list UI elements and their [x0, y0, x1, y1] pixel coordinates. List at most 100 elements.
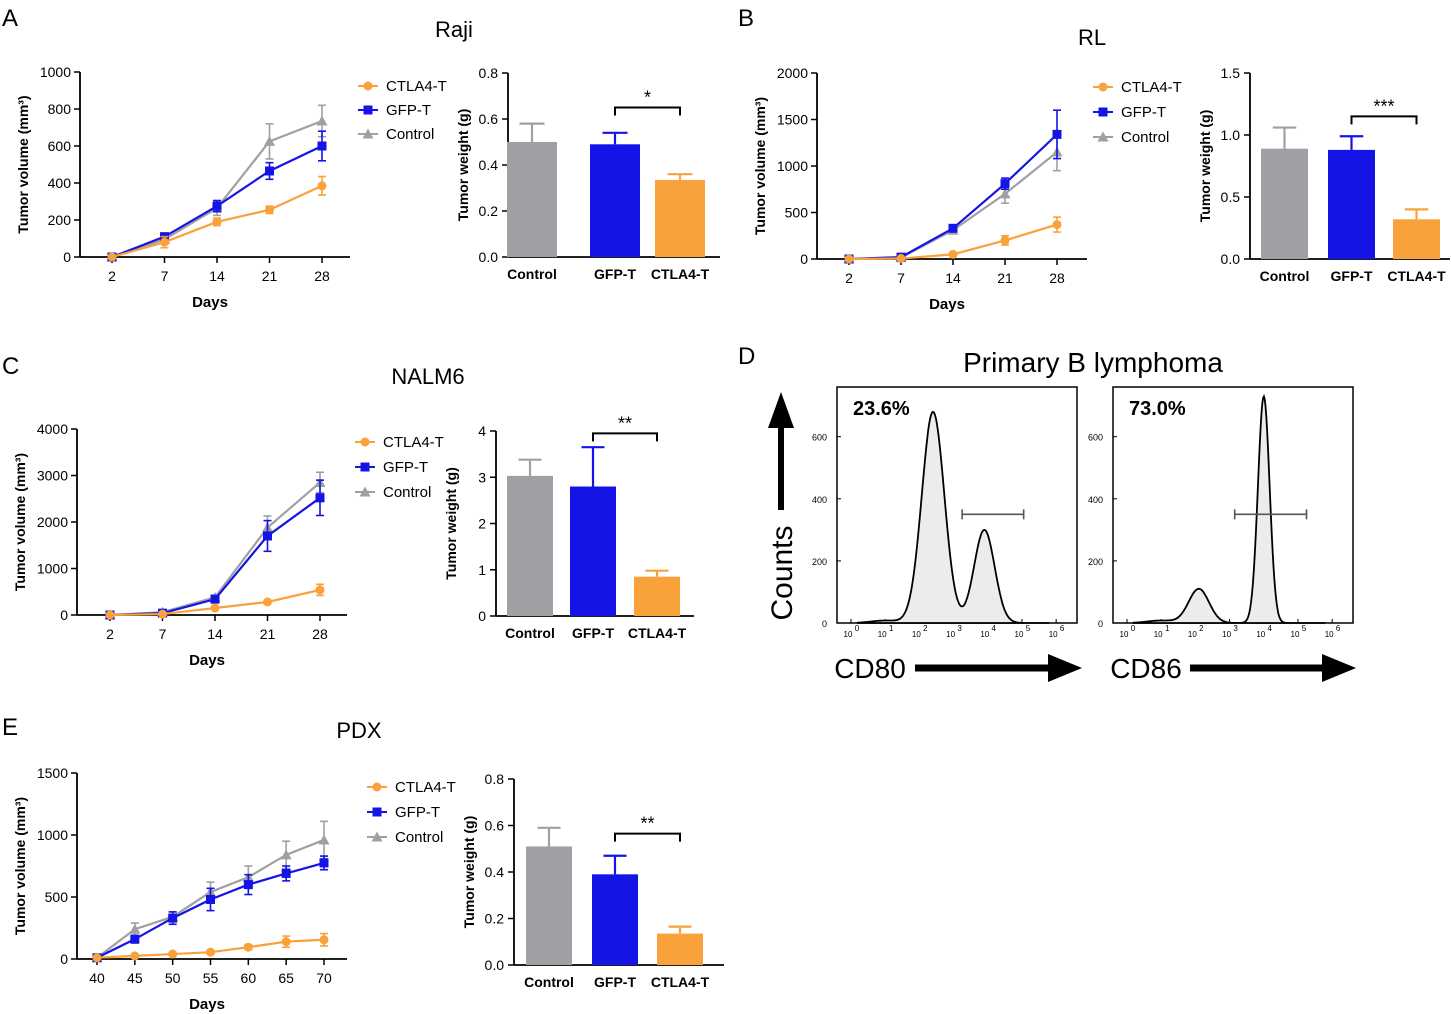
y-tick-label: 0.2: [485, 911, 505, 927]
data-point: [263, 531, 272, 541]
data-point: [130, 934, 140, 944]
data-point: [243, 942, 253, 952]
data-point: [263, 597, 272, 607]
x-tick-label: 10: [946, 630, 955, 639]
x-tick-exponent: 4: [1268, 624, 1273, 633]
data-point: [206, 894, 215, 904]
y-tick-label: 0.2: [479, 203, 499, 219]
flow-cytometry-panel: Primary B lymphoma Counts 02004006001001…: [766, 347, 1356, 684]
legend-label: CTLA4-T: [383, 434, 444, 451]
x-tick-label: 2: [845, 270, 853, 286]
legend-marker: [1098, 82, 1108, 92]
x-tick-label: CTLA4-T: [628, 625, 687, 641]
x-tick-label: Control: [524, 974, 574, 990]
significance-bracket: [1350, 115, 1418, 125]
legend-entry: CTLA4-T: [1093, 79, 1182, 96]
panel-label-d: D: [738, 343, 755, 370]
bar-control: [507, 475, 553, 616]
y-tick-label: 0.8: [485, 771, 505, 787]
chart-rl-volume: RL 0 500 1000 1500 2000 2 7 14 21 28 Days Tumor volu…: [752, 25, 1182, 313]
y-tick-label: 0.6: [485, 818, 505, 834]
series-ctla4-t: [92, 932, 329, 963]
y-tick-label: 0: [1098, 619, 1103, 629]
x-tick-exponent: 6: [1060, 624, 1065, 633]
significance-label: **: [640, 814, 654, 834]
x-tick-label: 7: [159, 626, 167, 642]
y-tick-label: 800: [48, 101, 72, 117]
x-tick-label: 10: [1256, 630, 1265, 639]
x-tick-label: GFP-T: [594, 266, 636, 282]
y-tick-label: 500: [785, 205, 809, 221]
bar-ctla4-t: [634, 576, 680, 616]
bar-control: [1261, 148, 1308, 259]
x-tick-label: 10: [1049, 630, 1058, 639]
x-tick-exponent: 0: [855, 624, 860, 633]
y-tick-label: 400: [48, 175, 72, 191]
y-tick-label: 2000: [777, 65, 808, 81]
chart-title: PDX: [336, 718, 382, 743]
y-axis-label: Tumor volume (mm³): [15, 95, 31, 233]
y-tick-label: 0.5: [1221, 189, 1241, 205]
panel-label-e: E: [2, 714, 18, 741]
histogram-frame: [836, 386, 1078, 624]
data-point: [130, 951, 140, 961]
chart-pdx-weight: 0.0 0.2 0.4 0.6 0.8 Tumor weight (g) Control GF…: [461, 771, 724, 990]
data-point: [92, 953, 102, 963]
legend-marker: [1098, 107, 1108, 117]
legend-marker: [372, 782, 382, 792]
x-axis-label: Days: [189, 996, 225, 1013]
y-tick-label: 1500: [37, 765, 68, 781]
bar-gfp-t: [592, 874, 638, 965]
data-point: [318, 834, 330, 845]
chart-rl-weight: 0.0 0.5 1.0 1.5 Tumor weight (g) Control GFP-T…: [1197, 65, 1450, 284]
x-tick-label: 7: [897, 270, 905, 286]
significance-label: ***: [1373, 96, 1394, 116]
y-tick-label: 1000: [37, 561, 68, 577]
legend-marker: [360, 437, 370, 447]
marker-label: CD86: [1110, 653, 1182, 684]
x-tick-label: 70: [316, 970, 332, 986]
data-point: [315, 585, 325, 595]
data-point: [206, 947, 215, 957]
panel-label-a: A: [2, 5, 18, 32]
y-tick-label: 3: [478, 469, 486, 485]
legend-marker: [363, 105, 373, 115]
x-tick-label: 45: [127, 970, 143, 986]
data-point: [317, 181, 327, 191]
x-tick-label: 10: [980, 630, 989, 639]
histogram-curve: [856, 410, 1050, 624]
data-point: [317, 141, 327, 151]
legend-entry: GFP-T: [358, 102, 431, 119]
data-point: [281, 937, 291, 947]
data-point: [281, 868, 291, 878]
x-tick-label: 28: [314, 268, 330, 284]
data-point: [158, 609, 167, 619]
data-point: [210, 594, 220, 604]
y-tick-label: 0.6: [479, 111, 499, 127]
data-point: [948, 223, 958, 233]
x-axis-label: Days: [929, 296, 965, 313]
series-control: [843, 132, 1063, 264]
bar-gfp-t: [1328, 149, 1375, 259]
x-tick-label: 60: [241, 970, 257, 986]
x-tick-label: 10: [1154, 630, 1163, 639]
legend-label: GFP-T: [1121, 104, 1166, 121]
legend-marker: [362, 128, 374, 139]
y-tick-label: 0.0: [485, 957, 505, 973]
y-axis-label: Tumor weight (g): [1197, 110, 1213, 223]
chart-title: Raji: [435, 17, 473, 42]
y-tick-label: 500: [45, 889, 69, 905]
x-tick-label: 2: [108, 268, 116, 284]
data-point: [243, 880, 253, 890]
significance-bracket: [592, 432, 658, 442]
legend-label: GFP-T: [383, 459, 428, 476]
legend-marker: [359, 486, 371, 497]
x-tick-label: Control: [505, 625, 555, 641]
x-tick-label: 21: [260, 626, 276, 642]
legend-marker: [372, 807, 382, 817]
x-tick-label: 10: [1015, 630, 1024, 639]
legend-entry: GFP-T: [1093, 104, 1166, 121]
series-gfp-t: [105, 479, 325, 620]
x-tick-exponent: 6: [1336, 624, 1341, 633]
